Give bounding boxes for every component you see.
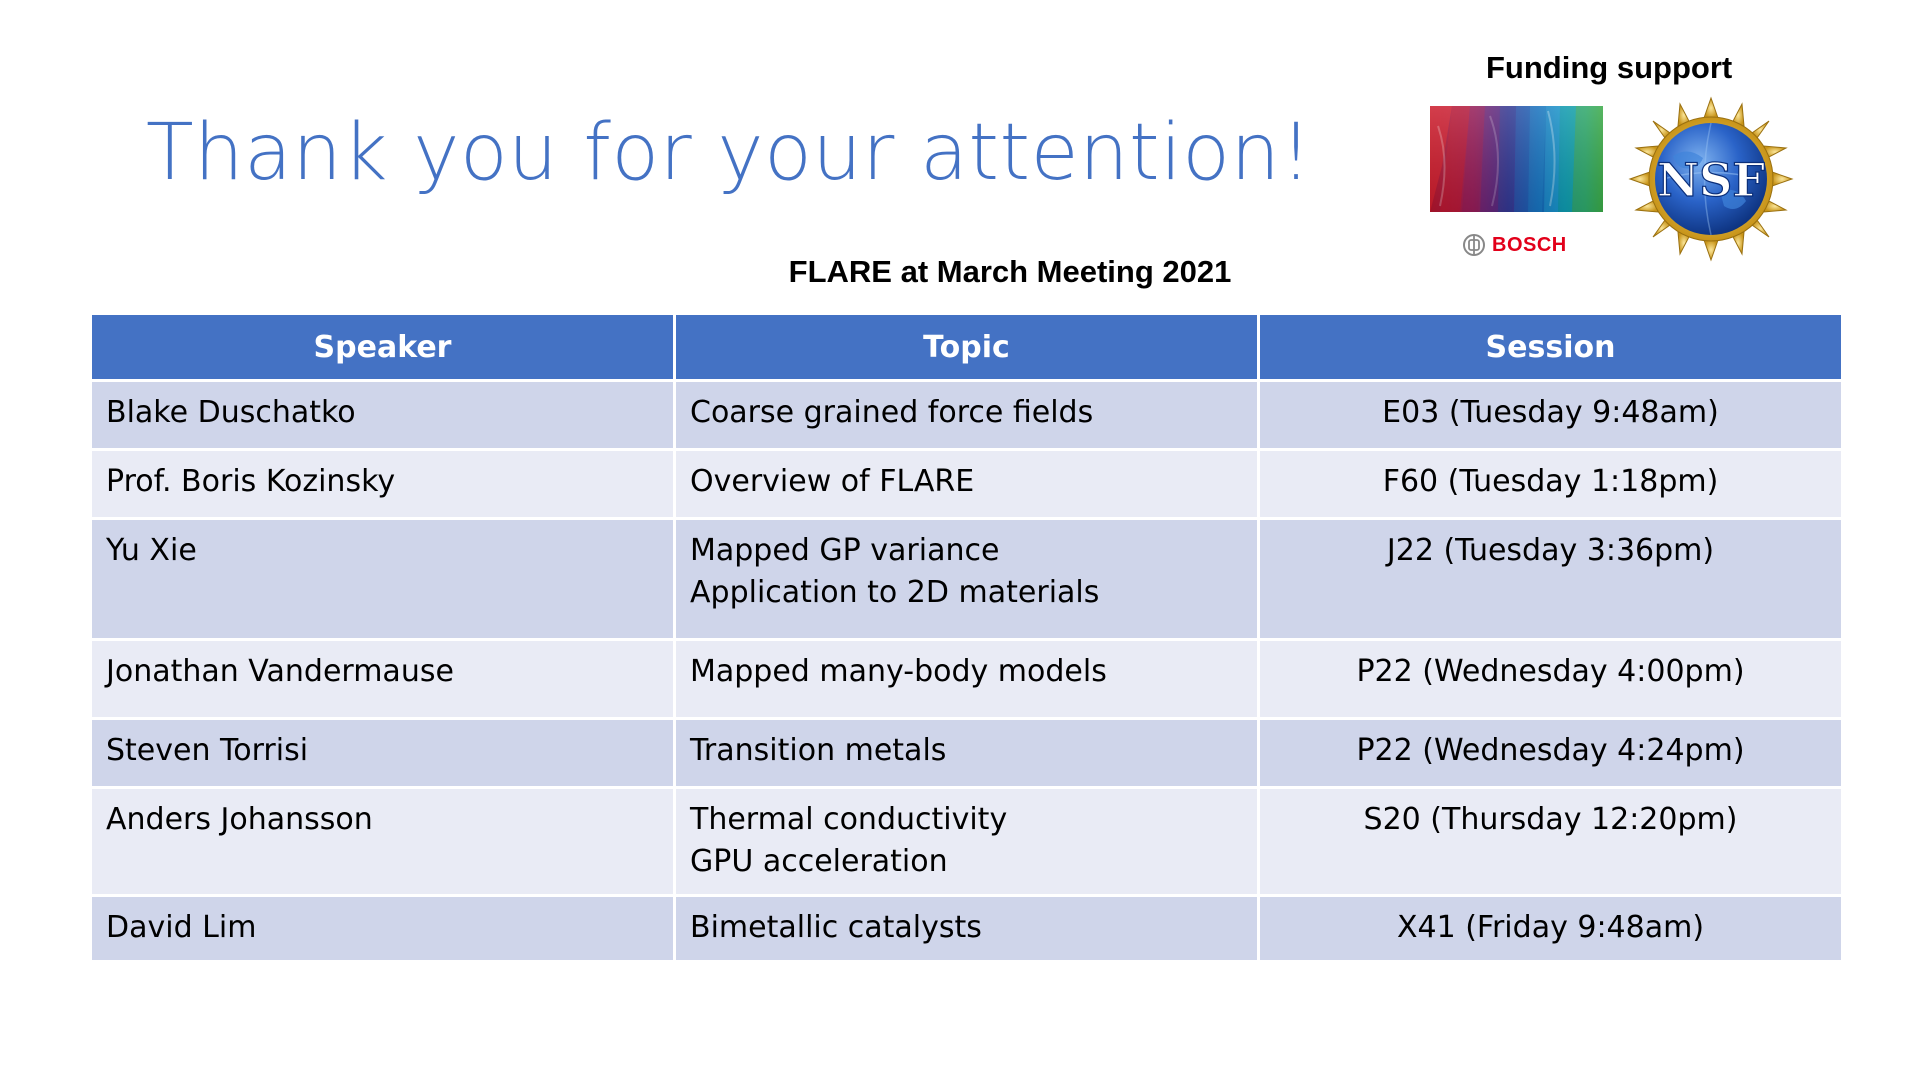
topic-line: Application to 2D materials xyxy=(690,575,1100,610)
speaker-cell: Blake Duschatko xyxy=(89,379,676,451)
table-row: Blake Duschatko Coarse grained force fie… xyxy=(89,379,1844,451)
topic-cell: Mapped many-body models xyxy=(673,638,1260,720)
session-cell: S20 (Thursday 12:20pm) xyxy=(1257,786,1844,897)
topic-line: Mapped many-body models xyxy=(690,654,1107,689)
topic-cell: Overview of FLARE xyxy=(673,448,1260,520)
table-caption: FLARE at March Meeting 2021 xyxy=(788,254,1232,289)
speaker-cell: Yu Xie xyxy=(89,517,676,641)
table-row: Anders Johansson Thermal conductivity GP… xyxy=(89,786,1844,897)
table-row: Jonathan Vandermause Mapped many-body mo… xyxy=(89,638,1844,720)
topic-line: Mapped GP variance xyxy=(690,533,1000,568)
topic-line: Thermal conductivity xyxy=(690,802,1008,837)
session-cell: X41 (Friday 9:48am) xyxy=(1257,894,1844,963)
speaker-cell: Jonathan Vandermause xyxy=(89,638,676,720)
slide-title: Thank you for your attention! xyxy=(146,108,1313,198)
nsf-logo: NSF xyxy=(1628,96,1794,262)
topic-cell: Thermal conductivity GPU acceleration xyxy=(673,786,1260,897)
speaker-cell: Prof. Boris Kozinsky xyxy=(89,448,676,520)
nsf-text: NSF xyxy=(1657,153,1765,207)
speaker-cell: Steven Torrisi xyxy=(89,717,676,789)
header-speaker: Speaker xyxy=(89,312,676,382)
bosch-artwork-logo xyxy=(1430,106,1603,212)
speaker-cell: David Lim xyxy=(89,894,676,963)
topic-cell: Coarse grained force fields xyxy=(673,379,1260,451)
session-cell: P22 (Wednesday 4:00pm) xyxy=(1257,638,1844,720)
session-cell: J22 (Tuesday 3:36pm) xyxy=(1257,517,1844,641)
funding-support-label: Funding support xyxy=(1486,50,1733,85)
topic-line: GPU acceleration xyxy=(690,844,948,879)
topic-line: Bimetallic catalysts xyxy=(690,910,982,945)
session-cell: P22 (Wednesday 4:24pm) xyxy=(1257,717,1844,789)
session-cell: E03 (Tuesday 9:48am) xyxy=(1257,379,1844,451)
table-row: David Lim Bimetallic catalysts X41 (Frid… xyxy=(89,894,1844,963)
bosch-wordmark: BOSCH xyxy=(1492,233,1567,256)
speaker-cell: Anders Johansson xyxy=(89,786,676,897)
topic-line: Transition metals xyxy=(690,733,947,768)
table-row: Prof. Boris Kozinsky Overview of FLARE F… xyxy=(89,448,1844,520)
table-row: Steven Torrisi Transition metals P22 (We… xyxy=(89,717,1844,789)
header-session: Session xyxy=(1257,312,1844,382)
table-header-row: Speaker Topic Session xyxy=(89,312,1844,382)
topic-cell: Mapped GP variance Application to 2D mat… xyxy=(673,517,1260,641)
bosch-brand: BOSCH xyxy=(1462,232,1567,258)
topic-line: Overview of FLARE xyxy=(690,464,975,499)
talks-table: Speaker Topic Session Blake Duschatko Co… xyxy=(89,312,1844,963)
topic-cell: Bimetallic catalysts xyxy=(673,894,1260,963)
topic-line: Coarse grained force fields xyxy=(690,395,1094,430)
table-row: Yu Xie Mapped GP variance Application to… xyxy=(89,517,1844,641)
header-topic: Topic xyxy=(673,312,1260,382)
topic-cell: Transition metals xyxy=(673,717,1260,789)
session-cell: F60 (Tuesday 1:18pm) xyxy=(1257,448,1844,520)
bosch-armature-icon xyxy=(1463,234,1485,256)
